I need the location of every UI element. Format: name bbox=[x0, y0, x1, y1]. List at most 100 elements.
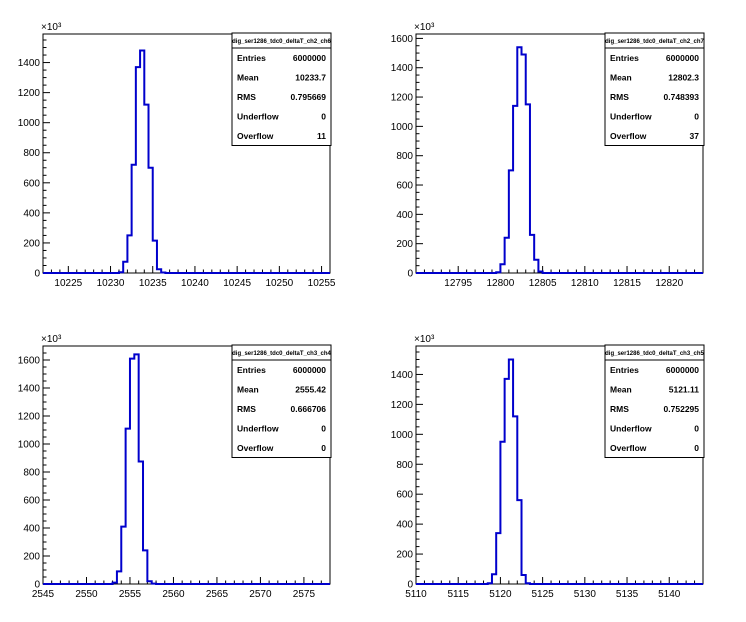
histogram-series-line bbox=[43, 49, 330, 274]
stats-value: 0 bbox=[694, 112, 699, 122]
y-tick-label: 200 bbox=[23, 238, 40, 249]
histogram-panel-3: 0 200 400 600 800 1000 1200 1400 1600 2545 2550 255… bbox=[18, 334, 332, 600]
stats-value: 0 bbox=[321, 443, 326, 453]
x-tick-label: 2560 bbox=[162, 589, 185, 600]
y-tick-label: 600 bbox=[396, 181, 413, 192]
y-axis-multiplier: ×10³ bbox=[414, 334, 435, 345]
y-tick-label: 1400 bbox=[18, 58, 41, 69]
x-tick-label: 2550 bbox=[75, 589, 98, 600]
y-tick-label: 0 bbox=[34, 580, 40, 591]
stats-value: 6000000 bbox=[293, 365, 326, 375]
stats-value: 6000000 bbox=[666, 365, 699, 375]
stats-label: Mean bbox=[610, 385, 632, 395]
stats-label: Overflow bbox=[610, 131, 647, 141]
x-tick-label: 10245 bbox=[223, 278, 251, 289]
y-tick-label: 1600 bbox=[391, 34, 414, 45]
y-tick-label: 1600 bbox=[18, 356, 41, 367]
x-tick-label: 10240 bbox=[181, 278, 209, 289]
histogram-series-line bbox=[43, 353, 330, 585]
stats-value: 6000000 bbox=[666, 53, 699, 63]
y-tick-label: 1000 bbox=[18, 118, 41, 129]
y-axis-multiplier: ×10³ bbox=[41, 22, 62, 33]
stats-value: 11 bbox=[317, 131, 326, 141]
stats-value: 37 bbox=[690, 131, 700, 141]
y-tick-label: 600 bbox=[23, 496, 40, 507]
histogram-panel-2: 0 200 400 600 800 1000 1200 1400 1600 12795 12800 1… bbox=[391, 22, 705, 289]
stats-box: dig_ser1286_tdc0_deltaT_ch3_ch4 Entries 60… bbox=[231, 344, 332, 458]
histogram-panel-1: 0 200 400 600 800 1000 1200 1400 10225 10230 10235… bbox=[18, 22, 336, 289]
x-tick-label: 2565 bbox=[206, 589, 229, 600]
y-axis-multiplier: ×10³ bbox=[414, 22, 435, 33]
y-tick-label: 1200 bbox=[18, 412, 41, 423]
y-tick-label: 600 bbox=[396, 490, 413, 501]
x-tick-label: 5135 bbox=[616, 589, 639, 600]
x-tick-label: 5115 bbox=[447, 589, 469, 600]
stats-value: 0.748393 bbox=[664, 92, 700, 102]
x-tick-label: 12800 bbox=[487, 278, 515, 289]
stats-box-title: dig_ser1286_tdc0_deltaT_ch2_ch6 bbox=[232, 39, 331, 45]
x-tick-label: 5120 bbox=[489, 589, 512, 600]
stats-label: RMS bbox=[610, 92, 629, 102]
stats-value: 6000000 bbox=[293, 53, 326, 63]
stats-box-frame bbox=[231, 344, 332, 458]
y-tick-label: 1000 bbox=[18, 440, 41, 451]
stats-box-title: dig_ser1286_tdc0_deltaT_ch3_ch4 bbox=[232, 351, 331, 357]
x-tick-label: 10255 bbox=[308, 278, 336, 289]
histogram-panel-4: 0 200 400 600 800 1000 1200 1400 5110 5115 5120 512… bbox=[391, 334, 705, 600]
stats-label: RMS bbox=[237, 404, 256, 414]
y-tick-label: 400 bbox=[396, 210, 413, 221]
stats-label: RMS bbox=[237, 92, 256, 102]
stats-label: Mean bbox=[610, 73, 632, 83]
y-tick-label: 0 bbox=[34, 269, 40, 280]
y-tick-label: 1000 bbox=[391, 122, 414, 133]
stats-value: 0.752295 bbox=[664, 404, 700, 414]
stats-value: 0.795669 bbox=[291, 92, 327, 102]
stats-value: 12802.3 bbox=[668, 73, 699, 83]
y-tick-label: 800 bbox=[396, 151, 413, 162]
stats-box: dig_ser1286_tdc0_deltaT_ch2_ch7 Entries 60… bbox=[604, 32, 705, 146]
y-tick-label: 1000 bbox=[391, 430, 414, 441]
stats-box-title: dig_ser1286_tdc0_deltaT_ch3_ch5 bbox=[605, 351, 704, 357]
y-tick-label: 0 bbox=[407, 580, 413, 591]
x-tick-label: 5110 bbox=[405, 589, 427, 600]
stats-value: 0 bbox=[694, 424, 699, 434]
y-tick-label: 1200 bbox=[391, 93, 414, 104]
y-tick-label: 200 bbox=[23, 552, 40, 563]
stats-box-title: dig_ser1286_tdc0_deltaT_ch2_ch7 bbox=[605, 39, 704, 45]
stats-label: Underflow bbox=[237, 424, 279, 434]
stats-box: dig_ser1286_tdc0_deltaT_ch3_ch5 Entries 60… bbox=[604, 344, 705, 458]
x-tick-label: 12815 bbox=[613, 278, 641, 289]
y-tick-label: 400 bbox=[396, 520, 413, 531]
stats-label: RMS bbox=[610, 404, 629, 414]
y-tick-label: 1400 bbox=[391, 370, 414, 381]
y-tick-label: 1400 bbox=[391, 63, 414, 74]
x-tick-label: 10230 bbox=[97, 278, 125, 289]
x-tick-label: 2545 bbox=[32, 589, 55, 600]
x-tick-label: 5125 bbox=[531, 589, 554, 600]
histogram-series-line bbox=[416, 46, 703, 274]
y-axis-multiplier: ×10³ bbox=[41, 334, 62, 345]
x-tick-label: 10250 bbox=[265, 278, 293, 289]
stats-label: Mean bbox=[237, 385, 259, 395]
stats-label: Mean bbox=[237, 73, 259, 83]
y-tick-label: 800 bbox=[23, 148, 40, 159]
stats-label: Underflow bbox=[610, 112, 652, 122]
x-tick-label: 2570 bbox=[249, 589, 272, 600]
stats-label: Underflow bbox=[610, 424, 652, 434]
y-tick-label: 600 bbox=[23, 178, 40, 189]
y-tick-label: 1200 bbox=[391, 400, 414, 411]
stats-value: 0.666706 bbox=[291, 404, 327, 414]
x-tick-label: 2575 bbox=[293, 589, 316, 600]
y-tick-label: 0 bbox=[407, 269, 413, 280]
x-tick-label: 10225 bbox=[54, 278, 82, 289]
stats-value: 0 bbox=[694, 443, 699, 453]
x-tick-label: 12810 bbox=[571, 278, 599, 289]
x-tick-label: 5130 bbox=[574, 589, 597, 600]
stats-label: Overflow bbox=[610, 443, 647, 453]
y-tick-label: 800 bbox=[23, 468, 40, 479]
stats-value: 0 bbox=[321, 112, 326, 122]
y-tick-label: 800 bbox=[396, 460, 413, 471]
x-tick-label: 12805 bbox=[529, 278, 557, 289]
stats-box-frame bbox=[604, 32, 705, 146]
